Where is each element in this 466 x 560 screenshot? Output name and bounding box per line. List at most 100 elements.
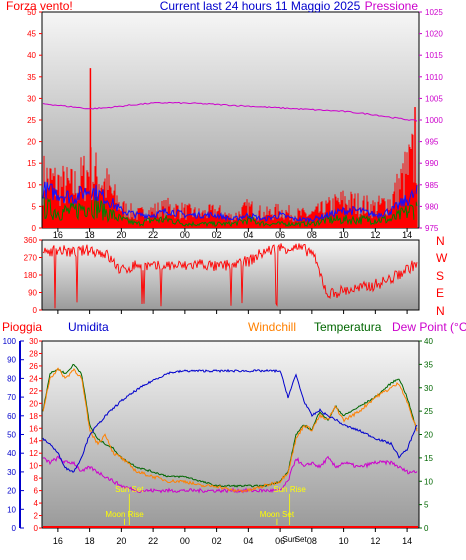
dir-y-tick-label: 270 bbox=[24, 254, 38, 263]
weather-x-tick-label: 14 bbox=[402, 536, 412, 546]
pressure-y-tick-label: 975 bbox=[425, 224, 439, 233]
wind-avg-line bbox=[42, 181, 418, 224]
wind-x-tick-label: 22 bbox=[148, 230, 158, 240]
wind-y-tick-label: 5 bbox=[32, 202, 37, 211]
pressure-y-tick-label: 1020 bbox=[425, 30, 443, 39]
pressure-y-tick-label: 1005 bbox=[425, 94, 443, 103]
pressure-y-tick-label: 980 bbox=[425, 202, 439, 211]
humidity-y-tick-label: 50 bbox=[7, 431, 16, 440]
humidity-line bbox=[42, 368, 418, 473]
wind-y-tick-label: 15 bbox=[27, 159, 36, 168]
pressure-title: Pressione bbox=[365, 0, 419, 13]
weather-x-tick-label: 16 bbox=[53, 536, 63, 546]
annotation-label: Sun Rise bbox=[273, 485, 306, 494]
annotation-label: Moon Rise bbox=[105, 510, 144, 519]
pressure-y-tick-label: 1000 bbox=[425, 116, 443, 125]
legend-rain: Pioggia bbox=[2, 320, 42, 334]
legend-temperature: Temperatura bbox=[314, 320, 382, 334]
wind-x-tick-label: 06 bbox=[275, 230, 285, 240]
weather-x-tick-label: 00 bbox=[180, 536, 190, 546]
humidity-y-tick-label: 40 bbox=[7, 449, 16, 458]
compass-label: W bbox=[436, 251, 448, 265]
humidity-y-tick-label: 10 bbox=[7, 505, 16, 514]
weather-x-tick-label: 08 bbox=[307, 536, 317, 546]
rain-y-tick-label: 10 bbox=[29, 462, 38, 471]
wind-y-tick-label: 30 bbox=[27, 94, 36, 103]
wind-x-tick-label: 14 bbox=[402, 230, 412, 240]
weather-x-tick-label: 04 bbox=[243, 536, 253, 546]
rain-y-tick-label: 4 bbox=[34, 499, 39, 508]
temp-y-tick-label: 10 bbox=[424, 477, 433, 486]
rain-y-tick-label: 8 bbox=[34, 474, 39, 483]
weather-x-tick-label: 12 bbox=[370, 536, 380, 546]
pressure-y-tick-label: 995 bbox=[425, 138, 439, 147]
temp-y-tick-label: 35 bbox=[424, 360, 433, 369]
wind-x-tick-label: 08 bbox=[307, 230, 317, 240]
humidity-y-tick-label: 80 bbox=[7, 374, 16, 383]
dir-y-tick-label: 180 bbox=[24, 271, 38, 280]
wind-x-tick-label: 04 bbox=[243, 230, 253, 240]
weather-x-tick-label: 20 bbox=[116, 536, 126, 546]
rain-y-tick-label: 24 bbox=[29, 374, 38, 383]
wind-x-tick-label: 02 bbox=[212, 230, 222, 240]
wind-y-tick-label: 35 bbox=[27, 73, 36, 82]
annotation-label: Sun bbox=[283, 535, 297, 544]
rain-y-tick-label: 12 bbox=[29, 449, 38, 458]
rain-y-tick-label: 6 bbox=[34, 487, 39, 496]
rain-y-tick-label: 28 bbox=[29, 349, 38, 358]
legend-dewpoint: Dew Point (°C) bbox=[392, 320, 466, 334]
wind-x-tick-label: 20 bbox=[116, 230, 126, 240]
rain-y-tick-label: 16 bbox=[29, 424, 38, 433]
temp-y-tick-label: 15 bbox=[424, 454, 433, 463]
weather-x-tick-label: 18 bbox=[85, 536, 95, 546]
rain-y-tick-label: 26 bbox=[29, 362, 38, 371]
pressure-y-tick-label: 985 bbox=[425, 181, 439, 190]
weather-x-tick-label: 22 bbox=[148, 536, 158, 546]
wind-x-tick-label: 16 bbox=[53, 230, 63, 240]
pressure-line bbox=[42, 101, 418, 122]
wind-title: Forza vento! bbox=[6, 0, 73, 13]
pressure-y-tick-label: 1025 bbox=[425, 8, 443, 17]
compass-label: N bbox=[436, 234, 445, 248]
pressure-y-tick-label: 1010 bbox=[425, 73, 443, 82]
annotation-label: Set bbox=[295, 535, 308, 544]
wind-y-tick-label: 0 bbox=[32, 224, 37, 233]
dir-y-tick-label: 360 bbox=[24, 236, 38, 245]
compass-label: N bbox=[436, 304, 445, 318]
dir-y-tick-label: 0 bbox=[33, 306, 38, 315]
pressure-y-tick-label: 1015 bbox=[425, 51, 443, 60]
humidity-y-tick-label: 90 bbox=[7, 356, 16, 365]
legend-humidity: Umidita bbox=[68, 320, 109, 334]
chart-title: Current last 24 hours 11 Maggio 2025 bbox=[160, 0, 361, 13]
wind-y-tick-label: 40 bbox=[27, 51, 36, 60]
wind-min-line bbox=[42, 196, 418, 229]
rain-y-tick-label: 20 bbox=[29, 399, 38, 408]
wind-y-tick-label: 10 bbox=[27, 181, 36, 190]
temp-y-tick-label: 25 bbox=[424, 407, 433, 416]
humidity-y-tick-label: 100 bbox=[3, 337, 17, 346]
wind-x-tick-label: 00 bbox=[180, 230, 190, 240]
humidity-y-tick-label: 30 bbox=[7, 468, 16, 477]
dewpoint-line bbox=[42, 455, 418, 494]
wind-x-tick-label: 10 bbox=[339, 230, 349, 240]
temperature-line bbox=[42, 363, 418, 488]
temp-y-tick-label: 30 bbox=[424, 384, 433, 393]
weather-x-tick-label: 06 bbox=[275, 536, 285, 546]
annotation-label: Sun Set bbox=[115, 485, 144, 494]
pressure-y-tick-label: 990 bbox=[425, 159, 439, 168]
weather-panel-background bbox=[41, 340, 420, 529]
direction-line bbox=[42, 243, 418, 309]
rain-y-tick-label: 18 bbox=[29, 412, 38, 421]
weather-x-tick-label: 10 bbox=[339, 536, 349, 546]
rain-y-tick-label: 30 bbox=[29, 337, 38, 346]
temp-y-tick-label: 5 bbox=[424, 501, 429, 510]
rain-y-tick-label: 0 bbox=[34, 524, 39, 533]
temp-y-tick-label: 40 bbox=[424, 337, 433, 346]
chart-plots: 0510152025303540455097598098599099510001… bbox=[3, 8, 448, 546]
wind-x-tick-label: 18 bbox=[85, 230, 95, 240]
humidity-y-tick-label: 0 bbox=[12, 524, 17, 533]
temp-y-tick-label: 20 bbox=[424, 431, 433, 440]
humidity-y-tick-label: 70 bbox=[7, 393, 16, 402]
